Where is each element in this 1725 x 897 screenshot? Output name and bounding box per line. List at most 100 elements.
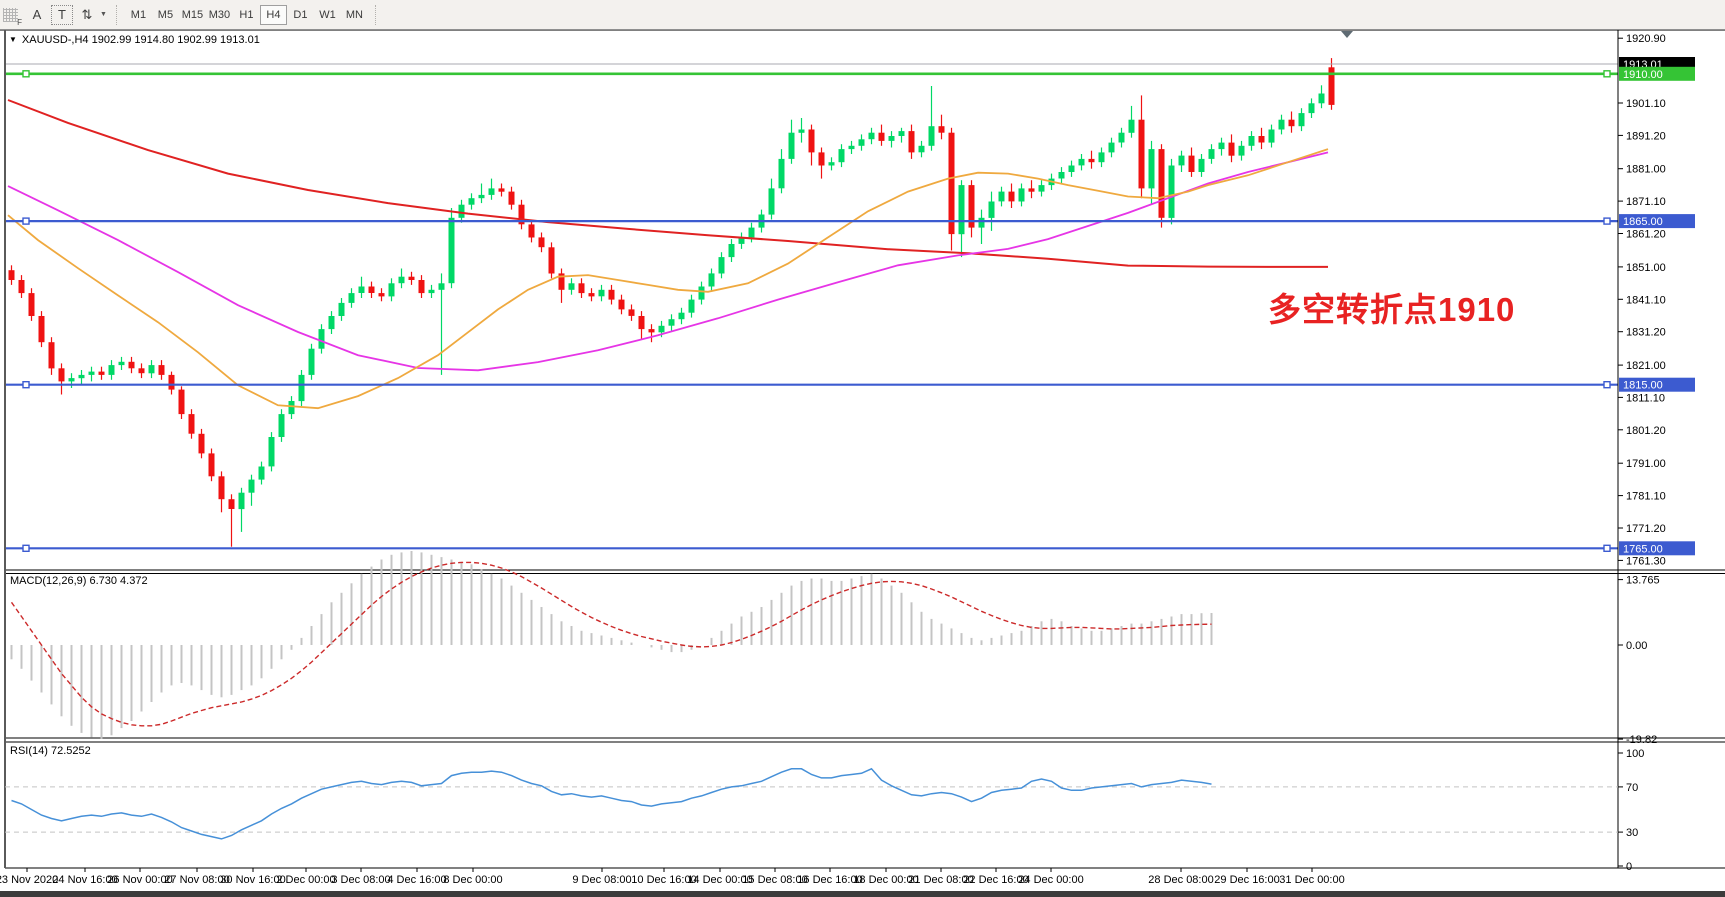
timeframe-w1-button[interactable]: W1 (319, 8, 336, 21)
candle (1248, 136, 1255, 146)
svg-text:1910.00: 1910.00 (1623, 69, 1663, 81)
svg-text:1771.20: 1771.20 (1626, 523, 1666, 535)
candlestick-series (8, 58, 1335, 547)
panel-borders (0, 29, 1725, 897)
toolbar-separator (115, 4, 118, 25)
candle (648, 329, 655, 333)
candle (118, 361, 125, 366)
arrows-dropdown-caret-icon[interactable]: ▼ (100, 11, 107, 18)
svg-text:30 Nov 16:00: 30 Nov 16:00 (220, 874, 285, 886)
timeframe-mn-button[interactable]: MN (345, 8, 363, 21)
quote-line: ▼ XAUUSD-,H4 1902.99 1914.80 1902.99 1913… (9, 34, 260, 46)
annotation-a-button[interactable]: A (25, 4, 49, 26)
toolbar: F A T ⇅ ▼ M1 M5 M15 M30 H1 H4 D1 W1 MN (0, 0, 1725, 30)
toolbar-grip-icon[interactable]: F (3, 7, 22, 27)
candle (1138, 119, 1145, 189)
svg-text:1901.10: 1901.10 (1626, 98, 1666, 110)
svg-text:8 Dec 00:00: 8 Dec 00:00 (443, 874, 502, 886)
candle (888, 136, 895, 141)
price-axis[interactable]: 1920.90 1901.10 1891.20 1881.00 1871.10 1861.… (1618, 33, 1695, 567)
candle (448, 217, 455, 284)
candle (88, 371, 95, 375)
svg-text:1781.10: 1781.10 (1626, 491, 1666, 503)
timeframe-group: M1 M5 M15 M30 H1 H4 D1 W1 MN (125, 4, 368, 25)
candle (928, 126, 935, 146)
svg-text:1920.90: 1920.90 (1626, 33, 1666, 45)
candle (908, 131, 915, 153)
candle (1068, 165, 1075, 172)
timeframe-h4-button[interactable]: H4 (259, 4, 287, 25)
rsi-panel: 100 70 30 0 (5, 748, 1644, 873)
timeframe-m30-button[interactable]: M30 (208, 8, 231, 21)
candle (658, 325, 665, 333)
candle (418, 280, 425, 294)
candle (878, 132, 885, 141)
candle (398, 276, 405, 284)
candle (218, 476, 225, 500)
candle (668, 319, 675, 326)
svg-text:1821.00: 1821.00 (1626, 360, 1666, 372)
candle (688, 299, 695, 313)
candle (1158, 149, 1165, 218)
symbol-dropdown-icon[interactable]: ▼ (9, 35, 17, 44)
svg-text:1801.20: 1801.20 (1626, 425, 1666, 437)
candle (78, 374, 85, 379)
hline-1815[interactable] (5, 381, 1618, 389)
timeframe-m5-button[interactable]: M5 (157, 8, 174, 21)
candle (1228, 142, 1235, 156)
candle (68, 378, 75, 382)
candle (1008, 191, 1015, 202)
candle (108, 365, 115, 375)
svg-text:23 Nov 2020: 23 Nov 2020 (0, 874, 58, 886)
svg-text:15 Dec 08:00: 15 Dec 08:00 (742, 874, 807, 886)
rsi-indicator-label: RSI(14) 72.5252 (10, 745, 91, 757)
svg-text:4 Dec 16:00: 4 Dec 16:00 (387, 874, 446, 886)
hline-1865[interactable] (5, 217, 1618, 225)
timeframe-h1-button[interactable]: H1 (239, 8, 254, 21)
candle (958, 185, 965, 235)
ma-orange-line (7, 148, 1329, 410)
candle (568, 283, 575, 290)
candle (468, 198, 475, 205)
candle (1308, 103, 1315, 114)
candle (1298, 113, 1305, 127)
candle (428, 289, 435, 294)
candle (168, 374, 175, 390)
hline-handle (22, 217, 30, 225)
svg-text:18 Dec 00:00: 18 Dec 00:00 (853, 874, 918, 886)
candle (588, 293, 595, 297)
candle (178, 389, 185, 415)
candle (1118, 132, 1125, 143)
text-tool-button[interactable]: T (51, 4, 73, 25)
timeframe-d1-button[interactable]: D1 (293, 8, 308, 21)
annotation-text[interactable]: 多空转折点1910 (1268, 291, 1516, 328)
svg-text:1881.00: 1881.00 (1626, 164, 1666, 176)
candle (738, 237, 745, 244)
timeframe-m1-button[interactable]: M1 (130, 8, 147, 21)
candle (1238, 145, 1245, 156)
candle (1268, 129, 1275, 143)
svg-text:100: 100 (1626, 748, 1644, 760)
candle (1088, 158, 1095, 163)
candle (548, 247, 555, 274)
candle (518, 204, 525, 225)
candle (278, 414, 285, 437)
macd-indicator-label: MACD(12,26,9) 6.730 4.372 (10, 575, 148, 587)
candle (348, 293, 355, 303)
macd-signal-line (10, 561, 1212, 727)
candle (1288, 119, 1295, 127)
timeframe-m15-button[interactable]: M15 (181, 8, 204, 21)
candle (208, 453, 215, 477)
arrows-tool-button[interactable]: ⇅ (75, 4, 99, 26)
candle (328, 316, 335, 330)
svg-text:24 Dec 00:00: 24 Dec 00:00 (1018, 874, 1083, 886)
candle (258, 466, 265, 480)
candle (558, 273, 565, 290)
hline-1910[interactable] (5, 70, 1618, 78)
candle (308, 348, 315, 375)
hline-1765[interactable] (5, 544, 1618, 552)
candle (608, 289, 615, 300)
candle (868, 132, 875, 140)
